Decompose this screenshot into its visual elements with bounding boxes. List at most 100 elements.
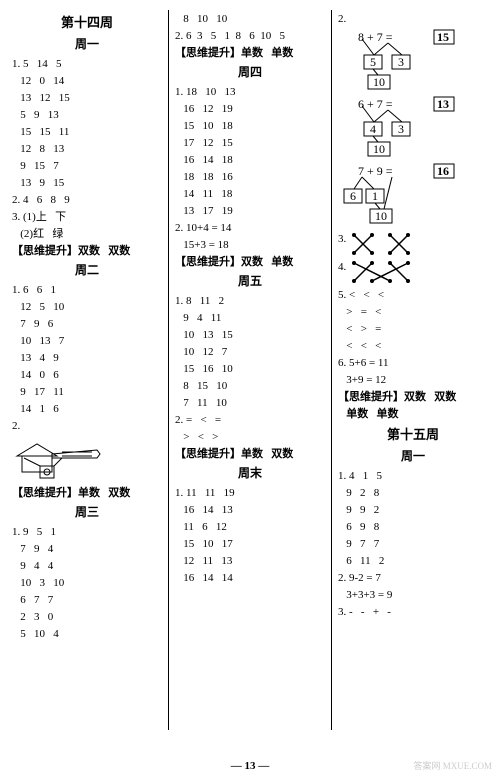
r: 2. 6 3 5 1 8 6 10 5 <box>175 28 325 44</box>
r: 1. 4 1 5 <box>338 468 488 484</box>
svg-text:7 + 9 =: 7 + 9 = <box>358 164 393 178</box>
split-diagram-1: 8 + 7 = 15 5 3 10 <box>338 29 488 94</box>
c3-block6: 6. 5+6 = 11 3+9 = 12 <box>338 355 488 388</box>
r: 7 9 6 <box>12 316 162 332</box>
r: 13 9 15 <box>12 175 162 191</box>
cross-diagram-2: 4. <box>338 258 488 286</box>
r: 14 0 6 <box>12 367 162 383</box>
day1-title: 周一 <box>12 35 162 52</box>
c3-w15: 1. 4 1 5 9 2 8 9 9 2 6 9 8 9 7 7 6 11 2 … <box>338 468 488 620</box>
r: 3. (1)上 下 <box>12 209 162 225</box>
r: 11 6 12 <box>175 519 325 535</box>
p3-label: 3. <box>338 231 346 247</box>
r: 6 11 2 <box>338 553 488 569</box>
r: 7 9 4 <box>12 541 162 557</box>
r: 15+3 = 18 <box>175 237 325 253</box>
r: 15 10 17 <box>175 536 325 552</box>
week15-title: 第十五周 <box>338 424 488 443</box>
day2-title: 周二 <box>12 261 162 278</box>
r: 2. 10+4 = 14 <box>175 220 325 236</box>
svg-text:3: 3 <box>398 122 404 136</box>
r: 5 10 4 <box>12 626 162 642</box>
col1: 第十四周 周一 1. 5 14 5 12 0 14 13 12 15 5 9 1… <box>8 10 166 730</box>
lift1: 【思维提升】双数 双数 <box>12 243 162 259</box>
r: 3+3+3 = 9 <box>338 587 488 603</box>
r: 15 16 10 <box>175 361 325 377</box>
r: 1. 9 5 1 <box>12 524 162 540</box>
lift3: 【思维提升】单数 双数 <box>175 446 325 462</box>
box-a: 5 <box>370 55 376 69</box>
svg-text:16: 16 <box>437 164 449 178</box>
r: (2)红 绿 <box>12 226 162 242</box>
r: 10 13 7 <box>12 333 162 349</box>
r: 10 12 7 <box>175 344 325 360</box>
c1-block3: 1. 9 5 1 7 9 4 9 4 4 10 3 10 6 7 7 2 3 0… <box>12 524 162 642</box>
r: > = < <box>338 304 488 320</box>
w15-day1: 周一 <box>338 447 488 464</box>
r: 15 10 18 <box>175 118 325 134</box>
page: 第十四周 周一 1. 5 14 5 12 0 14 13 12 15 5 9 1… <box>0 0 500 754</box>
c2-block2: 1. 8 11 2 9 4 11 10 13 15 10 12 7 15 16 … <box>175 293 325 445</box>
r: < > = <box>338 321 488 337</box>
lift1: 【思维提升】单数 单数 <box>175 45 325 61</box>
r: 6 7 7 <box>12 592 162 608</box>
box-b: 3 <box>398 55 404 69</box>
svg-text:10: 10 <box>373 142 385 156</box>
cross-diagram-1: 3. <box>338 230 488 258</box>
svg-text:6: 6 <box>350 189 356 203</box>
eq-text: 8 + 7 = <box>358 30 393 44</box>
r: < < < <box>338 338 488 354</box>
r: 3+9 = 12 <box>338 372 488 388</box>
day4-title: 周四 <box>175 63 325 80</box>
r: 13 17 19 <box>175 203 325 219</box>
r: 16 14 13 <box>175 502 325 518</box>
r: 7 11 10 <box>175 395 325 411</box>
eq-result: 15 <box>437 30 449 44</box>
r: > < > <box>175 429 325 445</box>
day6-title: 周末 <box>175 464 325 481</box>
r: 5 9 13 <box>12 107 162 123</box>
split-diagram-3: 7 + 9 = 16 6 1 10 <box>338 163 488 228</box>
r: 9 4 11 <box>175 310 325 326</box>
r: 6. 5+6 = 11 <box>338 355 488 371</box>
svg-text:1: 1 <box>372 189 378 203</box>
sep1 <box>168 10 169 730</box>
week14-title: 第十四周 <box>12 12 162 31</box>
r: 18 18 16 <box>175 169 325 185</box>
p4-label: 4. <box>338 259 346 275</box>
r: 5. < < < <box>338 287 488 303</box>
r: 14 1 6 <box>12 401 162 417</box>
day3-title: 周三 <box>12 503 162 520</box>
sep2 <box>331 10 332 730</box>
split-diagram-2: 6 + 7 = 13 4 3 10 <box>338 96 488 161</box>
r: 10 13 15 <box>175 327 325 343</box>
r: 6 9 8 <box>338 519 488 535</box>
r: 12 8 13 <box>12 141 162 157</box>
r: 2. <box>12 418 162 434</box>
r: 1. 8 11 2 <box>175 293 325 309</box>
c1-block1: 1. 5 14 5 12 0 14 13 12 15 5 9 13 15 15 … <box>12 56 162 242</box>
watermark: 答案网 MXUE.COM <box>413 759 492 772</box>
r: 9 17 11 <box>12 384 162 400</box>
day5-title: 周五 <box>175 272 325 289</box>
r: 2. 9-2 = 7 <box>338 570 488 586</box>
box-c: 10 <box>373 75 385 89</box>
r: 17 12 15 <box>175 135 325 151</box>
r: 12 11 13 <box>175 553 325 569</box>
lift2: 【思维提升】单数 双数 <box>12 485 162 501</box>
r: 14 11 18 <box>175 186 325 202</box>
r: 16 12 19 <box>175 101 325 117</box>
r: 2. 4 6 8 9 <box>12 192 162 208</box>
svg-text:10: 10 <box>375 209 387 223</box>
r: 1. 5 14 5 <box>12 56 162 72</box>
house-diagram <box>12 436 162 483</box>
c3-block5: 5. < < < > = < < > = < < < <box>338 287 488 354</box>
svg-text:6 + 7 =: 6 + 7 = <box>358 97 393 111</box>
lift2: 单数 单数 <box>338 406 488 422</box>
r: 12 5 10 <box>12 299 162 315</box>
c2-block3: 1. 11 11 19 16 14 13 11 6 12 15 10 17 12… <box>175 485 325 586</box>
r: 13 4 9 <box>12 350 162 366</box>
c1-block2: 1. 6 6 1 12 5 10 7 9 6 10 13 7 13 4 9 14… <box>12 282 162 434</box>
r: 8 10 10 <box>175 11 325 27</box>
r: 9 7 7 <box>338 536 488 552</box>
